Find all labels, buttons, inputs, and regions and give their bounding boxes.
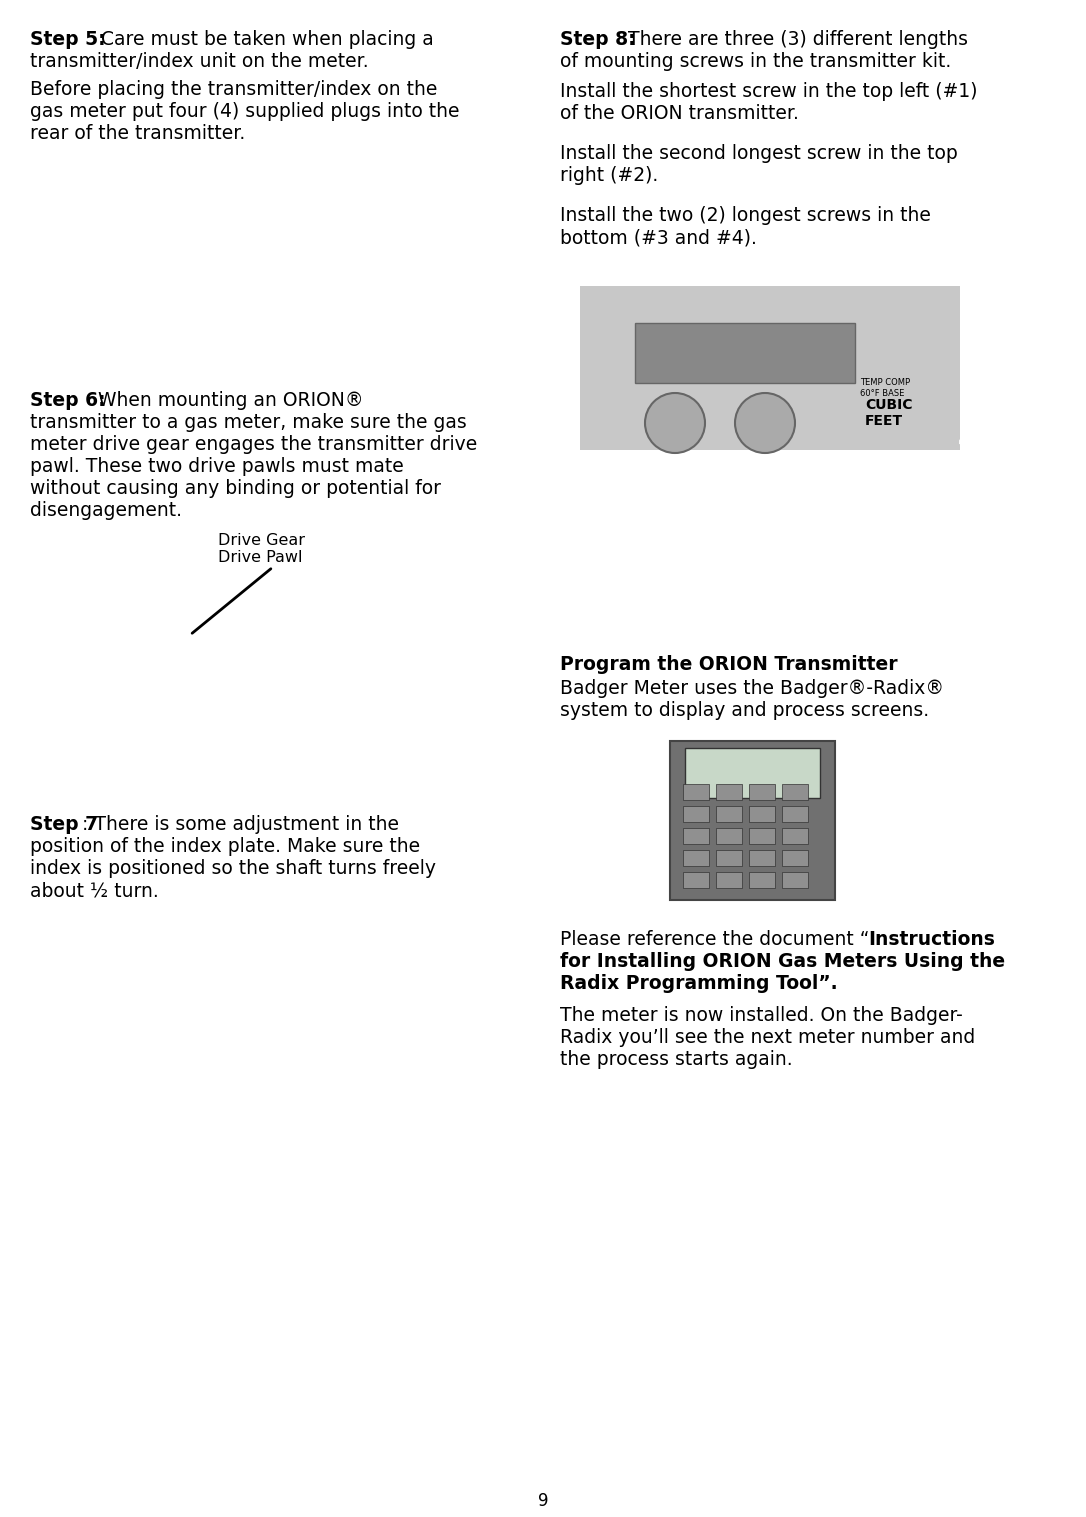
Text: The meter is now installed. On the Badger-: The meter is now installed. On the Badge…: [560, 1006, 963, 1025]
Text: index is positioned so the shaft turns freely: index is positioned so the shaft turns f…: [30, 859, 435, 878]
Text: bottom (#3 and #4).: bottom (#3 and #4).: [560, 228, 757, 247]
Bar: [683, 850, 709, 866]
Text: Install the shortest screw in the top left (#1): Install the shortest screw in the top le…: [560, 82, 977, 102]
Text: CUBIC
FEET: CUBIC FEET: [866, 397, 912, 428]
Text: pawl. These two drive pawls must mate: pawl. These two drive pawls must mate: [30, 457, 404, 476]
Text: position of the index plate. Make sure the: position of the index plate. Make sure t…: [30, 837, 420, 856]
Text: without causing any binding or potential for: without causing any binding or potential…: [30, 479, 441, 498]
Bar: [782, 872, 808, 887]
Bar: [635, 323, 855, 382]
Text: Care must be taken when placing a: Care must be taken when placing a: [94, 30, 433, 49]
Text: of the ORION transmitter.: of the ORION transmitter.: [560, 105, 799, 123]
Text: : There is some adjustment in the: : There is some adjustment in the: [83, 815, 399, 834]
Text: the process starts again.: the process starts again.: [560, 1050, 793, 1069]
Bar: [683, 806, 709, 822]
Bar: [716, 828, 742, 843]
Bar: [683, 828, 709, 843]
Text: Instructions: Instructions: [868, 930, 995, 950]
Text: about ½ turn.: about ½ turn.: [30, 881, 159, 900]
Bar: [716, 872, 742, 887]
Text: 4: 4: [958, 429, 975, 454]
Bar: [749, 850, 775, 866]
Text: gas meter put four (4) supplied plugs into the: gas meter put four (4) supplied plugs in…: [30, 102, 459, 121]
Text: Badger Meter uses the Badger®-Radix®: Badger Meter uses the Badger®-Radix®: [560, 680, 944, 698]
Text: Install the second longest screw in the top: Install the second longest screw in the …: [560, 144, 958, 162]
Text: 2: 2: [958, 284, 975, 306]
Bar: [683, 872, 709, 887]
Text: 1: 1: [563, 284, 581, 306]
Text: transmitter/index unit on the meter.: transmitter/index unit on the meter.: [30, 52, 368, 71]
Text: TEMP COMP
60°F BASE: TEMP COMP 60°F BASE: [860, 378, 910, 397]
Text: Program the ORION Transmitter: Program the ORION Transmitter: [560, 655, 898, 674]
Circle shape: [645, 393, 705, 454]
Text: disengagement.: disengagement.: [30, 501, 182, 520]
Text: rear of the transmitter.: rear of the transmitter.: [30, 124, 245, 143]
Text: Drive Pawl: Drive Pawl: [218, 551, 303, 564]
Text: Radix you’ll see the next meter number and: Radix you’ll see the next meter number a…: [560, 1029, 975, 1047]
Text: Drive Gear: Drive Gear: [218, 532, 305, 548]
Text: 9: 9: [538, 1493, 548, 1509]
Text: meter drive gear engages the transmitter drive: meter drive gear engages the transmitter…: [30, 435, 477, 454]
Bar: [716, 850, 742, 866]
Text: Install the two (2) longest screws in the: Install the two (2) longest screws in th…: [560, 206, 931, 225]
Text: There are three (3) different lengths: There are three (3) different lengths: [622, 30, 968, 49]
Bar: [782, 850, 808, 866]
Circle shape: [735, 393, 795, 454]
Bar: [749, 784, 775, 799]
Bar: [782, 784, 808, 799]
Text: system to display and process screens.: system to display and process screens.: [560, 701, 930, 721]
Text: for Installing ORION Gas Meters Using the: for Installing ORION Gas Meters Using th…: [560, 953, 1006, 971]
Bar: [683, 784, 709, 799]
Bar: [782, 828, 808, 843]
Bar: [749, 806, 775, 822]
Text: transmitter to a gas meter, make sure the gas: transmitter to a gas meter, make sure th…: [30, 413, 467, 432]
Text: Step 8:: Step 8:: [560, 30, 635, 49]
Text: 3: 3: [563, 429, 580, 454]
Text: Step 5:: Step 5:: [30, 30, 105, 49]
Text: Step 7: Step 7: [30, 815, 98, 834]
Text: When mounting an ORION®: When mounting an ORION®: [92, 391, 364, 410]
Bar: [749, 872, 775, 887]
Bar: [670, 740, 835, 900]
Text: Before placing the transmitter/index on the: Before placing the transmitter/index on …: [30, 80, 438, 99]
Bar: [580, 287, 960, 451]
Bar: [716, 806, 742, 822]
Bar: [782, 806, 808, 822]
Bar: [685, 748, 820, 798]
Bar: [716, 784, 742, 799]
Text: Radix Programming Tool”.: Radix Programming Tool”.: [560, 974, 837, 994]
Bar: [749, 828, 775, 843]
Text: right (#2).: right (#2).: [560, 165, 658, 185]
Text: of mounting screws in the transmitter kit.: of mounting screws in the transmitter ki…: [560, 52, 951, 71]
Text: Step 6:: Step 6:: [30, 391, 105, 410]
Text: Please reference the document “: Please reference the document “: [560, 930, 870, 950]
